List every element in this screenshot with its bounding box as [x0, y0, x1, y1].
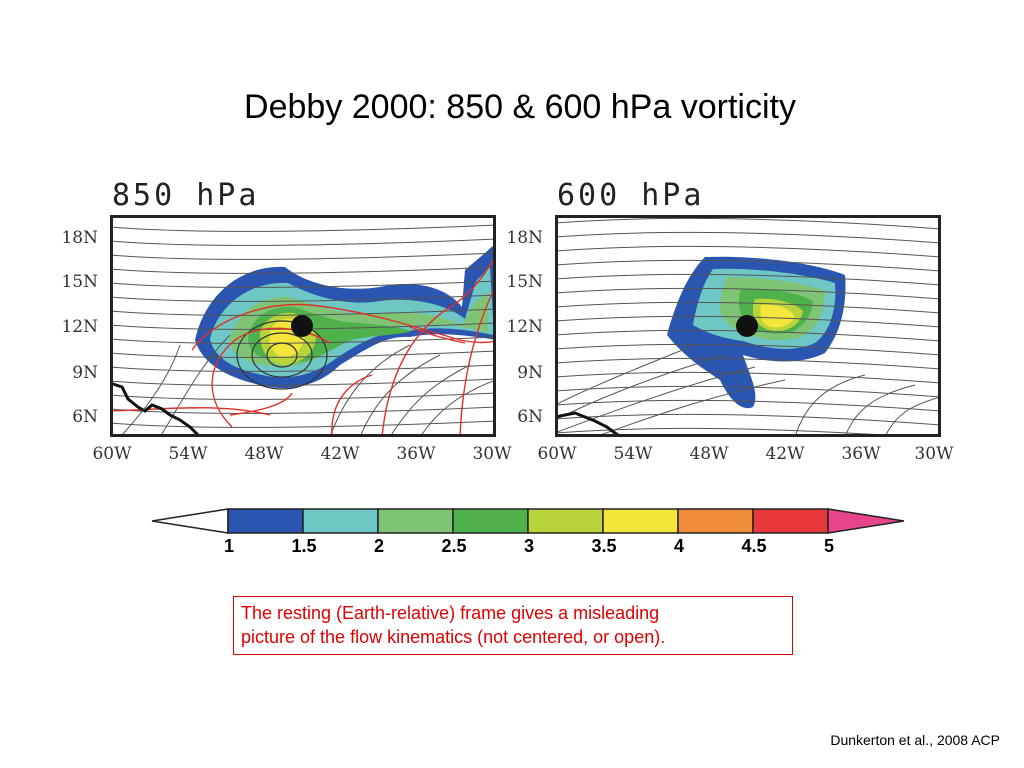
lon-label: 48W: [244, 444, 284, 464]
colorbar-cell: [302, 508, 379, 534]
lon-label: 30W: [914, 444, 954, 464]
coastline-600: [557, 411, 621, 435]
storm-center-marker-850: [291, 315, 313, 337]
colorbar-cell: [602, 508, 679, 534]
lon-label: 48W: [689, 444, 729, 464]
note-line-1: The resting (Earth-relative) frame gives…: [241, 603, 660, 623]
lon-label: 54W: [613, 444, 653, 464]
lat-label: 9N: [517, 363, 543, 383]
colorbar-label: 5: [823, 536, 834, 556]
lon-label: 42W: [320, 444, 360, 464]
lon-label: 54W: [168, 444, 208, 464]
lon-label: 42W: [765, 444, 805, 464]
lat-label: 15N: [61, 272, 98, 292]
lon-label: 60W: [537, 444, 577, 464]
vorticity-map-850: [110, 215, 496, 437]
colorbar-label: 4: [673, 536, 684, 556]
lon-label: 60W: [92, 444, 132, 464]
panel-title-850: 850 hPa: [112, 178, 260, 213]
storm-center-marker-600: [736, 315, 758, 337]
lon-label: 36W: [841, 444, 881, 464]
colorbar-label: 1.5: [291, 536, 317, 556]
citation: Dunkerton et al., 2008 ACP: [830, 732, 1000, 748]
lon-label: 36W: [396, 444, 436, 464]
colorbar-label: 1: [223, 536, 234, 556]
vorticity-shading-600: [667, 256, 846, 409]
slide-title: Debby 2000: 850 & 600 hPa vorticity: [244, 88, 796, 126]
closed-circulation-850: [236, 320, 328, 390]
panel-title-600: 600 hPa: [557, 178, 705, 213]
lat-label: 15N: [506, 272, 543, 292]
lat-label: 12N: [506, 317, 543, 337]
colorbar-over-triangle: [827, 508, 905, 534]
vorticity-shading-850: [195, 244, 494, 388]
colorbar-cell: [527, 508, 604, 534]
colorbar-label: 2: [373, 536, 384, 556]
coastline-850: [112, 382, 201, 435]
colorbar-under-triangle: [151, 508, 229, 534]
colorbar-label: 3: [523, 536, 534, 556]
note-line-2: picture of the flow kinematics (not cent…: [241, 627, 666, 647]
colorbar-cell: [752, 508, 829, 534]
note-box: The resting (Earth-relative) frame gives…: [233, 596, 793, 655]
lat-label: 12N: [61, 317, 98, 337]
lat-label: 9N: [72, 363, 98, 383]
lat-label: 6N: [72, 407, 98, 427]
lat-label: 18N: [61, 228, 98, 248]
streamlines-850: [112, 217, 494, 435]
colorbar-cell: [227, 508, 304, 534]
colorbar: [151, 508, 905, 534]
lat-label: 18N: [506, 228, 543, 248]
colorbar-cell: [377, 508, 454, 534]
lon-label: 30W: [472, 444, 512, 464]
colorbar-cell: [452, 508, 529, 534]
vorticity-map-600: [555, 215, 941, 437]
lat-label: 6N: [517, 407, 543, 427]
colorbar-cell: [677, 508, 754, 534]
colorbar-label: 3.5: [591, 536, 617, 556]
colorbar-label: 2.5: [441, 536, 467, 556]
colorbar-label: 4.5: [741, 536, 767, 556]
